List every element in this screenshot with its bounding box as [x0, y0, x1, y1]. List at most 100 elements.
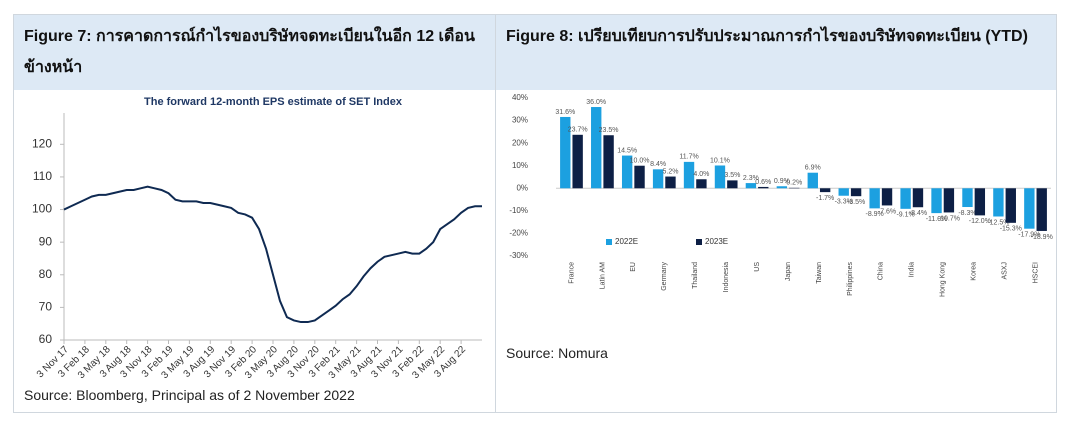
figure-heading: Figure 7: การคาดการณ์กำไรของบริษัทจดทะเบ…	[14, 15, 495, 90]
bar	[696, 179, 707, 189]
bar	[881, 188, 893, 206]
bar	[1036, 188, 1047, 231]
data-label: -7.6%	[878, 208, 896, 215]
data-label: 14.5%	[617, 147, 637, 154]
bar	[727, 180, 738, 189]
bar	[1005, 188, 1016, 223]
bar	[758, 186, 769, 189]
bar	[634, 165, 645, 189]
data-label: -8.4%	[909, 210, 927, 217]
x-tick-label: Korea	[971, 262, 978, 281]
bar	[807, 172, 818, 189]
line-chart: The forward 12-month EPS estimate of SET…	[32, 96, 482, 380]
x-tick-label: Hong Kong	[940, 262, 947, 297]
bar	[1024, 188, 1035, 229]
data-label: 0.2%	[786, 180, 802, 187]
data-label: 31.6%	[555, 109, 575, 116]
bar	[838, 188, 849, 196]
data-label: -10.7%	[938, 215, 960, 222]
data-label: 11.7%	[679, 154, 698, 161]
source-note: Source: Nomura	[506, 345, 608, 361]
y-tick-label: 40%	[512, 93, 528, 102]
data-label: 3.5%	[724, 172, 740, 179]
figure-panel: Figure 8: เปรียบเทียบการปรับประมาณการกำไ…	[496, 15, 1056, 412]
y-tick-label: 100	[32, 202, 52, 216]
bar	[591, 107, 602, 189]
bar	[776, 186, 788, 189]
x-tick-label: Latin AM	[599, 262, 606, 289]
x-tick-label: Thailand	[692, 262, 699, 289]
x-tick-label: Japan	[785, 262, 792, 281]
data-label: -9.1%	[896, 212, 914, 219]
x-tick-label: EU	[630, 262, 637, 272]
legend-swatch	[696, 239, 702, 245]
y-tick-label: 120	[32, 136, 52, 150]
y-tick-label: 70	[39, 300, 53, 314]
data-label: -12.5%	[987, 219, 1009, 226]
data-label: -17.9%	[1018, 232, 1040, 239]
data-label: 8.4%	[650, 161, 666, 168]
y-tick-label: 110	[33, 169, 52, 183]
data-label: 4.0%	[693, 171, 709, 178]
bar	[603, 135, 614, 189]
y-tick-label: -10%	[509, 206, 528, 215]
x-tick-label: India	[909, 262, 916, 277]
data-label: 0.6%	[755, 179, 771, 186]
data-label: 5.2%	[662, 168, 678, 175]
legend-label: 2023E	[705, 237, 728, 246]
line-series	[63, 185, 482, 324]
data-label: -12.0%	[969, 218, 991, 225]
bar	[912, 188, 924, 208]
data-label: 2.3%	[743, 175, 759, 182]
y-tick-label: -30%	[509, 251, 528, 260]
bar	[974, 188, 986, 216]
bar	[900, 188, 911, 209]
legend-swatch	[606, 239, 612, 245]
x-tick-label: HSCEI	[1032, 262, 1039, 283]
bar	[665, 176, 676, 189]
x-tick-label: Germany	[661, 262, 668, 291]
x-tick-label: Indonesia	[723, 262, 730, 292]
y-tick-label: 30%	[512, 116, 528, 125]
bar	[560, 116, 571, 189]
x-tick-label: US	[754, 262, 761, 272]
y-tick-label: 20%	[512, 138, 528, 147]
bar	[962, 188, 973, 208]
bar	[931, 188, 942, 214]
bar	[572, 134, 583, 189]
data-label: 36.0%	[586, 99, 606, 106]
x-tick-label: France	[568, 262, 575, 284]
data-label: -8.9%	[866, 211, 884, 218]
data-label: -15.3%	[1000, 226, 1022, 233]
legend-label: 2022E	[615, 237, 638, 246]
bar	[621, 155, 633, 189]
bar	[745, 183, 757, 189]
data-label: -3.3%	[835, 199, 853, 206]
data-label: -11.0%	[926, 216, 948, 223]
y-tick-label: 80	[39, 267, 53, 281]
y-tick-label: -20%	[509, 229, 528, 238]
bar	[819, 188, 831, 193]
bar	[714, 165, 726, 189]
data-label: -18.9%	[1031, 234, 1053, 241]
bar	[993, 188, 1004, 217]
data-label: 23.5%	[599, 127, 619, 134]
x-tick-label: ASXJ	[1001, 262, 1008, 280]
y-tick-label: 0%	[516, 183, 528, 192]
y-tick-label: 90	[39, 234, 53, 248]
bar	[652, 169, 664, 189]
bar-chart: -30% -20% -10% 0% 10% 20% 30% 40% France 31.6% 23.…	[509, 93, 1053, 297]
bar	[943, 188, 955, 213]
data-label: 10.1%	[710, 157, 730, 164]
page: Figure 7: การคาดการณ์กำไรของบริษัทจดทะเบ…	[13, 14, 1057, 413]
data-label: 23.7%	[568, 127, 588, 134]
chart-title: The forward 12-month EPS estimate of SET…	[144, 96, 403, 108]
y-tick-label: 60	[39, 332, 53, 346]
data-label: -1.7%	[816, 195, 834, 202]
x-tick-label: Philippines	[847, 262, 854, 296]
bar	[850, 188, 862, 197]
bar	[683, 161, 695, 189]
data-label: -3.5%	[847, 199, 865, 206]
data-label: 6.9%	[805, 165, 821, 172]
data-label: 10.0%	[630, 158, 650, 165]
